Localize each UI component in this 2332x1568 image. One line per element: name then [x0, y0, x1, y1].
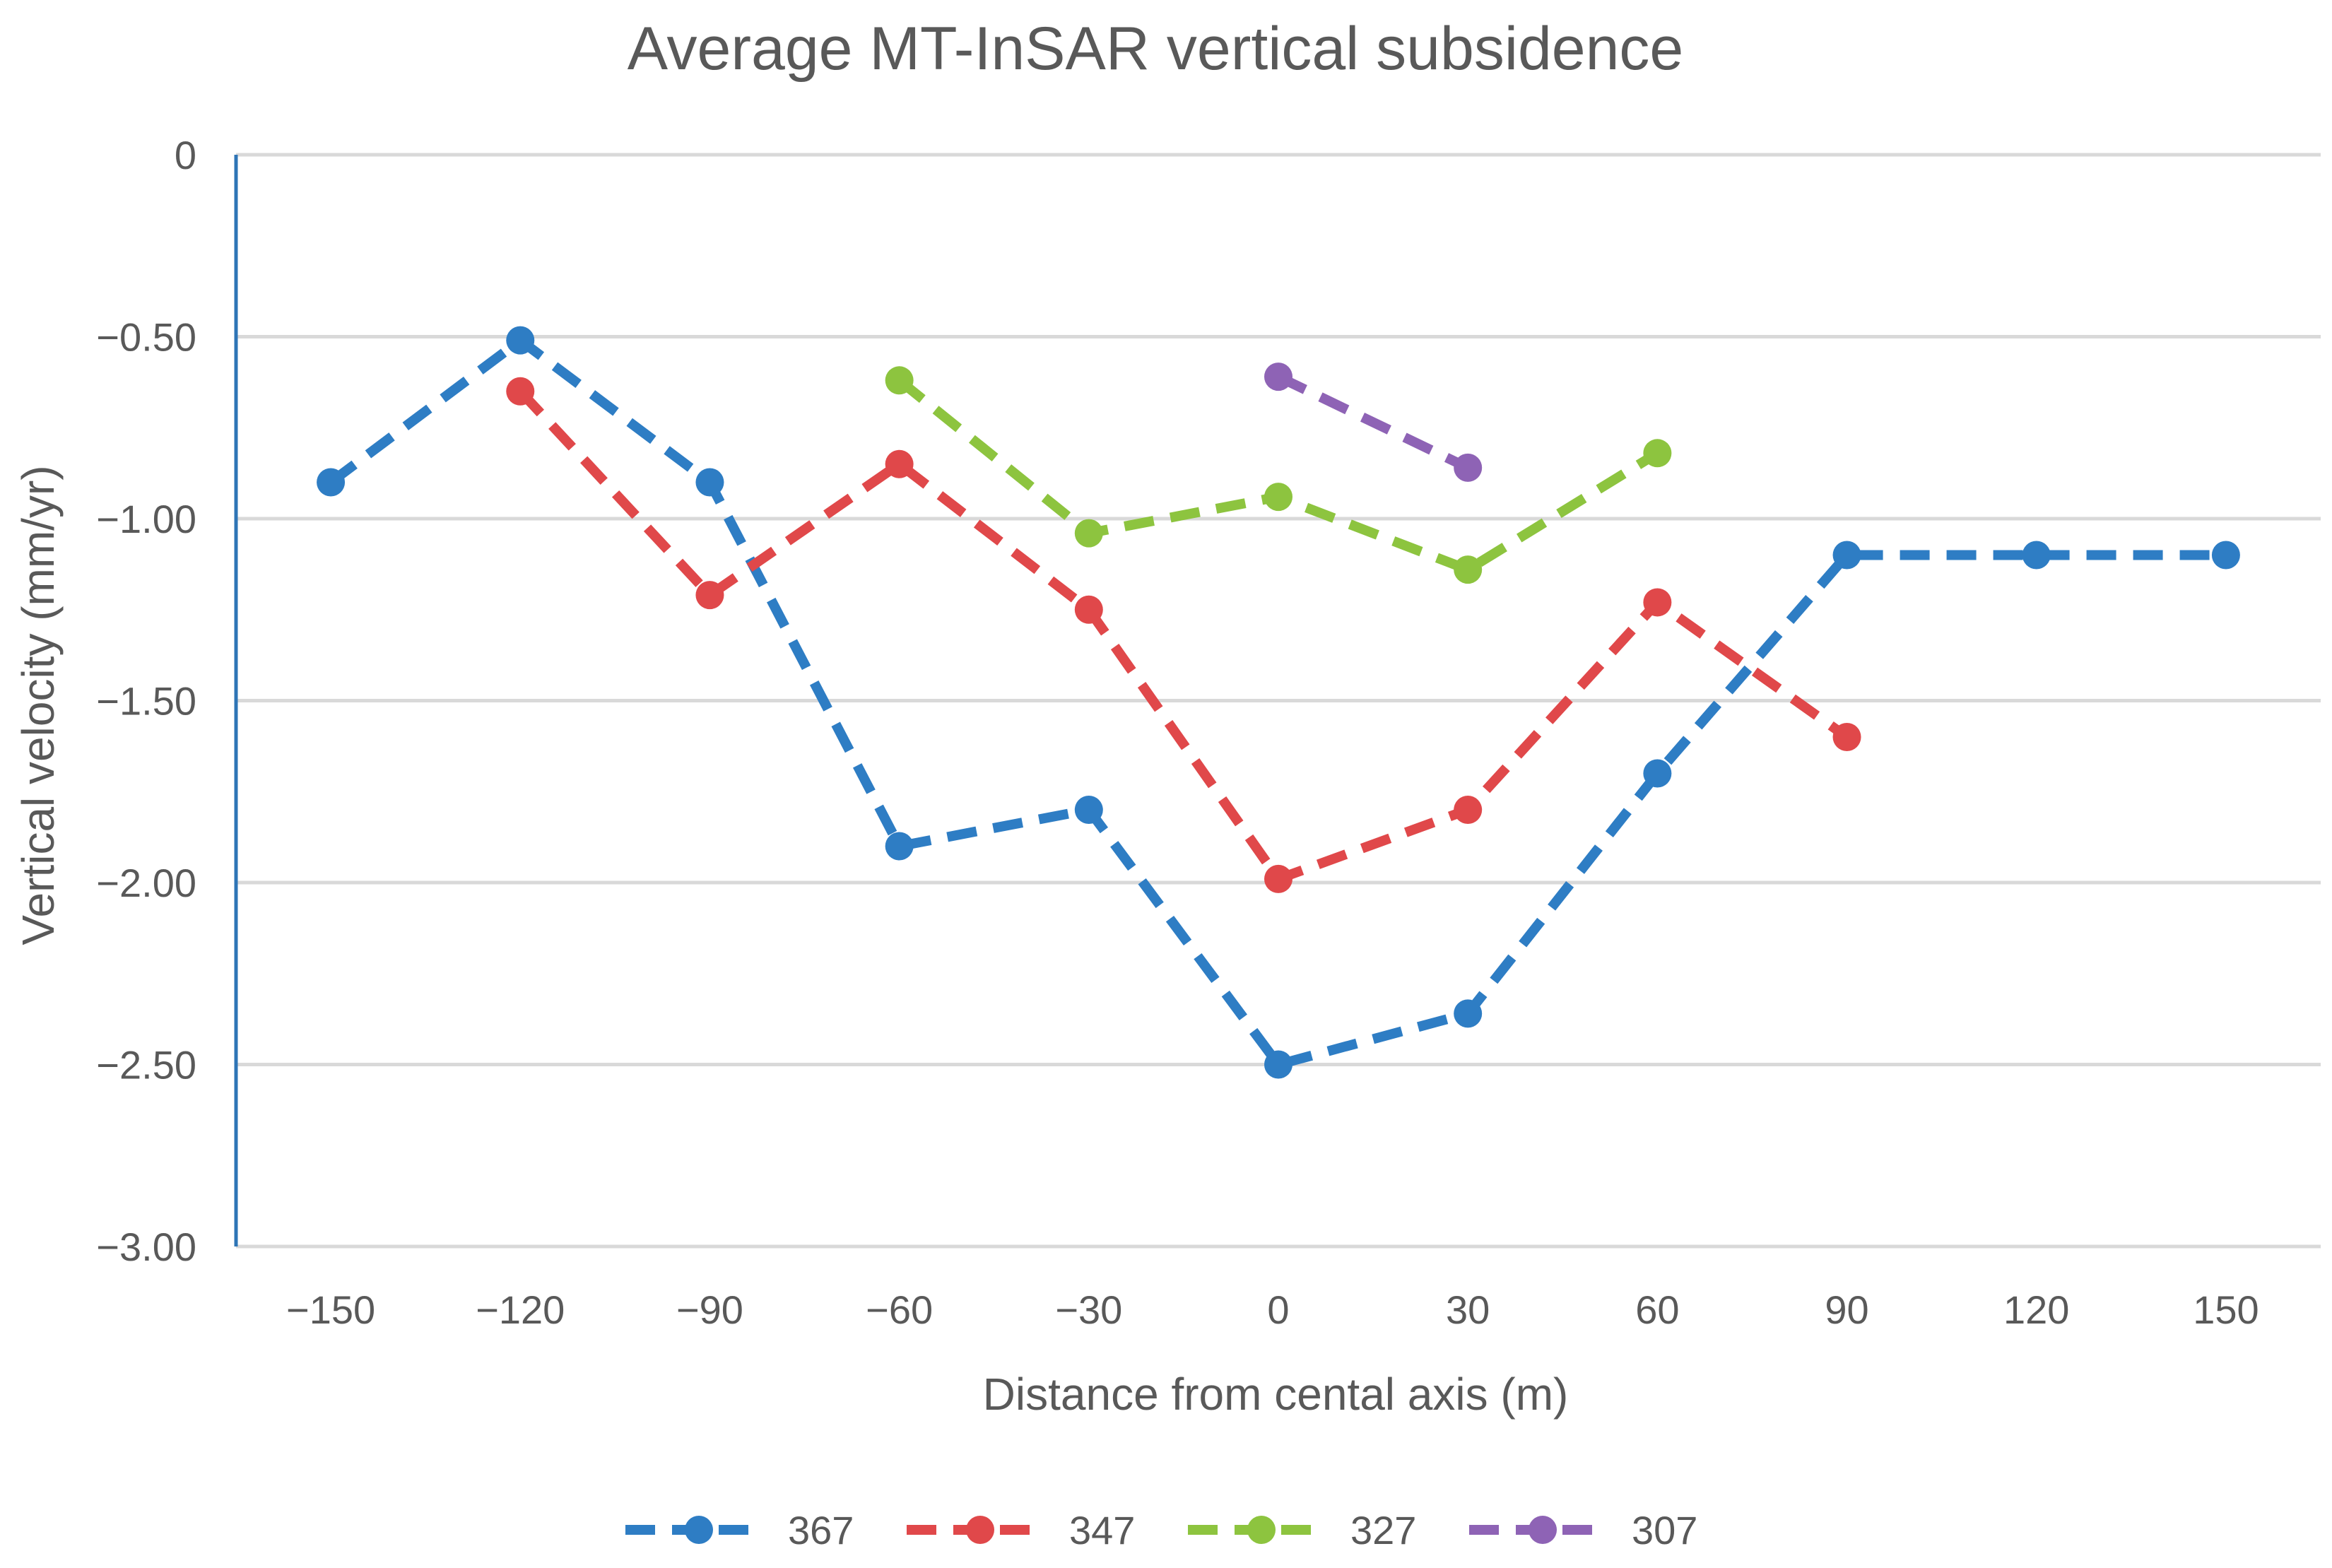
- data-point: [1454, 999, 1483, 1028]
- legend-label: 347: [1069, 1508, 1135, 1552]
- data-point: [1454, 796, 1483, 824]
- legend-item-347: 347: [907, 1508, 1135, 1552]
- legend-marker: [1247, 1516, 1276, 1544]
- x-tick-label: −120: [476, 1287, 565, 1332]
- y-tick-label: −2.00: [96, 861, 196, 905]
- data-point: [1264, 1050, 1292, 1079]
- series-group: [317, 326, 2240, 1079]
- data-point: [1832, 541, 1861, 570]
- data-point: [1264, 362, 1292, 391]
- data-point: [885, 832, 914, 861]
- y-tick-label: −0.50: [96, 315, 196, 360]
- x-tick-label: 60: [1635, 1287, 1679, 1332]
- series-line-307: [1276, 372, 1471, 473]
- series-327: [885, 366, 1672, 584]
- data-point: [1832, 723, 1861, 751]
- data-point: [317, 468, 346, 497]
- x-tick-label: 90: [1825, 1287, 1868, 1332]
- series-line-367: [327, 335, 2226, 1070]
- data-point: [1264, 864, 1292, 893]
- x-axis-label: Distance from cental axis (m): [983, 1369, 1569, 1420]
- series-line-327: [896, 376, 1661, 575]
- legend-item-327: 327: [1188, 1508, 1416, 1552]
- data-point: [1074, 796, 1103, 824]
- data-point: [1643, 588, 1672, 617]
- legend-item-307: 307: [1469, 1508, 1697, 1552]
- data-point: [1454, 453, 1483, 482]
- data-point: [1264, 483, 1292, 512]
- series-347: [506, 377, 1861, 893]
- y-tick-labels: 0 −0.50 −1.00 −1.50 −2.00 −2.50 −3.00: [96, 133, 196, 1269]
- x-tick-label: −150: [286, 1287, 375, 1332]
- x-tick-label: 0: [1267, 1287, 1289, 1332]
- legend-marker: [966, 1516, 994, 1544]
- x-tick-label: 120: [2003, 1287, 2069, 1332]
- legend-label: 327: [1350, 1508, 1416, 1552]
- data-point: [1074, 595, 1103, 624]
- series-line-347: [517, 387, 1850, 884]
- legend-label: 367: [788, 1508, 854, 1552]
- gridlines: [236, 153, 2321, 1249]
- y-axis-label: Vertical velocity (mm/yr): [13, 465, 64, 945]
- data-point: [695, 581, 724, 610]
- legend-marker: [685, 1516, 713, 1544]
- data-point: [1454, 555, 1483, 584]
- x-tick-label: −30: [1055, 1287, 1122, 1332]
- legend-label: 307: [1632, 1508, 1697, 1552]
- data-point: [2211, 541, 2240, 570]
- x-tick-label: −90: [676, 1287, 743, 1332]
- data-point: [506, 377, 535, 406]
- chart-title: Average MT-InSAR vertical subsidence: [628, 15, 1684, 83]
- y-tick-label: −3.00: [96, 1225, 196, 1269]
- legend: 367 347 327 307: [625, 1508, 1697, 1552]
- data-point: [1074, 519, 1103, 548]
- data-point: [885, 449, 914, 478]
- data-point: [695, 468, 724, 497]
- y-tick-label: −1.00: [96, 497, 196, 541]
- x-tick-label: −60: [866, 1287, 933, 1332]
- y-tick-label: −2.50: [96, 1043, 196, 1087]
- series-367: [317, 326, 2240, 1079]
- data-point: [506, 326, 535, 355]
- y-tick-label: 0: [175, 133, 196, 177]
- series-307: [1264, 362, 1483, 482]
- data-point: [1643, 759, 1672, 788]
- x-tick-labels: −150 −120 −90 −60 −30 0 30 60 90 120 150: [286, 1287, 2259, 1332]
- x-tick-label: 30: [1446, 1287, 1490, 1332]
- data-point: [1643, 439, 1672, 468]
- data-point: [2022, 541, 2051, 570]
- legend-marker: [1529, 1516, 1557, 1544]
- x-tick-label: 150: [2193, 1287, 2259, 1332]
- legend-item-367: 367: [625, 1508, 854, 1552]
- data-point: [885, 366, 914, 395]
- y-tick-label: −1.50: [96, 679, 196, 724]
